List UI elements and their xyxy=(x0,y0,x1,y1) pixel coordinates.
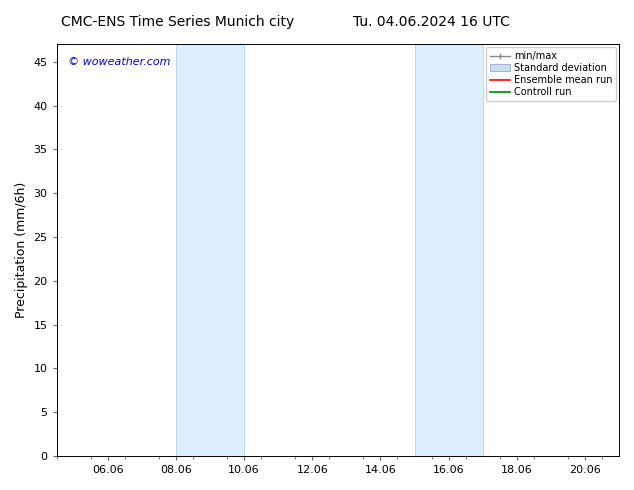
Text: CMC-ENS Time Series Munich city: CMC-ENS Time Series Munich city xyxy=(61,15,294,29)
Bar xyxy=(415,45,482,456)
Text: Tu. 04.06.2024 16 UTC: Tu. 04.06.2024 16 UTC xyxy=(353,15,510,29)
Legend: min/max, Standard deviation, Ensemble mean run, Controll run: min/max, Standard deviation, Ensemble me… xyxy=(486,48,616,101)
Y-axis label: Precipitation (mm/6h): Precipitation (mm/6h) xyxy=(15,182,28,318)
Bar xyxy=(176,45,244,456)
Text: © woweather.com: © woweather.com xyxy=(68,57,171,67)
